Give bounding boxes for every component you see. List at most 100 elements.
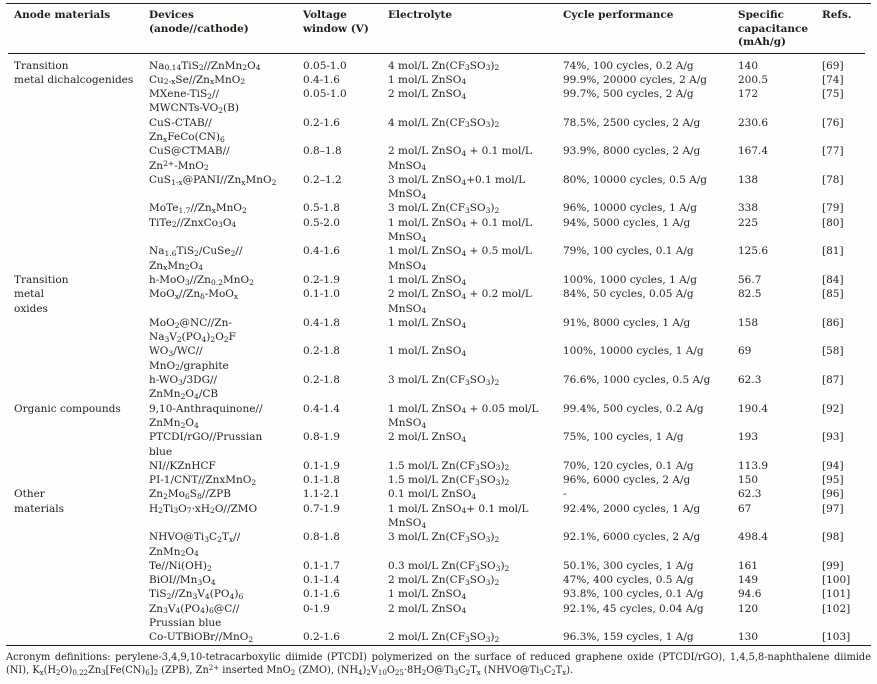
cell-anode bbox=[8, 602, 143, 631]
cell-electrolyte: 1 mol/L ZnSO4 bbox=[388, 345, 467, 359]
cell-cycle: 94%, 5000 cycles, 1 A/g bbox=[563, 216, 691, 229]
cell-anode bbox=[8, 559, 143, 573]
cell-capacitance: 150 bbox=[738, 474, 759, 487]
cell-device: Zn3V4(PO4)6@C//Prussian blue bbox=[149, 602, 240, 630]
cell-ref: [102] bbox=[822, 602, 851, 615]
cell-cycle: 96.3%, 159 cycles, 1 A/g bbox=[563, 631, 694, 644]
cell-electrolyte: 4 mol/L Zn(CF3SO3)2 bbox=[388, 59, 500, 73]
cell-anode: Transition bbox=[14, 59, 69, 72]
cell-electrolyte: 0.1 mol/L ZnSO4 bbox=[388, 488, 477, 502]
cell-capacitance: 230.6 bbox=[738, 116, 769, 129]
cell-anode bbox=[8, 201, 143, 215]
cell-cycle: 96%, 10000 cycles, 1 A/g bbox=[563, 202, 697, 215]
cell-electrolyte: 1 mol/L ZnSO4 bbox=[388, 273, 467, 287]
cell-ref: [69] bbox=[822, 59, 844, 72]
cell-voltage: 0.1-1.6 bbox=[303, 588, 340, 601]
cell-anode bbox=[8, 316, 143, 345]
cell-voltage: 0.4-1.4 bbox=[303, 402, 340, 415]
table-row: CuS-CTAB//ZnxFeCo(CN)6 0.2-1.6 4 mol/L Zn(… bbox=[8, 116, 865, 145]
cell-device: Cu2-xSe//ZnxMnO2 bbox=[149, 73, 246, 87]
cell-ref: [98] bbox=[822, 531, 844, 544]
cell-device: BiOI//Mn3O4 bbox=[149, 574, 216, 587]
cell-cycle: 76.6%, 1000 cycles, 0.5 A/g bbox=[563, 374, 711, 387]
cell-device: h-WO3/3DG//ZnMn2O4/CB bbox=[149, 374, 219, 401]
cell-ref: [92] bbox=[822, 402, 844, 415]
cell-electrolyte: 1 mol/L ZnSO4 + 0.05 mol/L MnSO4 bbox=[388, 402, 539, 430]
cell-electrolyte: 1 mol/L ZnSO4 bbox=[388, 316, 467, 330]
col-header-cycle: Cycle performance bbox=[557, 4, 732, 54]
cell-voltage: 0.05-1.0 bbox=[303, 88, 347, 101]
col-header-anode: Anode materials bbox=[8, 4, 143, 54]
cell-device: MXene-TiS2//MWCNTs-VO2(B) bbox=[149, 88, 239, 116]
table-row: Transition Na0.14TiS2//ZnMn2O4 0.05-1.0 4 m… bbox=[8, 53, 865, 73]
cell-device: CuS@CTMAB//Zn2+-MnO2 bbox=[149, 145, 230, 173]
cell-device: Zn2Mo6S8//ZPB bbox=[149, 488, 231, 502]
cell-cycle: 93.9%, 8000 cycles, 2 A/g bbox=[563, 145, 701, 158]
cell-electrolyte: 1 mol/L ZnSO4 + 0.5 mol/L MnSO4 bbox=[388, 245, 532, 273]
table-row: metal dichalcogenides Cu2-xSe//ZnxMnO2 0.4… bbox=[8, 73, 865, 87]
cell-ref: [97] bbox=[822, 502, 844, 515]
cell-capacitance: 161 bbox=[738, 559, 759, 572]
cell-capacitance: 94.6 bbox=[738, 588, 762, 601]
cell-cycle: 93.8%, 100 cycles, 0.1 A/g bbox=[563, 588, 704, 601]
cell-capacitance: 120 bbox=[738, 602, 759, 615]
cell-voltage: 0.5-2.0 bbox=[303, 216, 340, 229]
cell-anode bbox=[8, 473, 143, 487]
cell-electrolyte: 1 mol/L ZnSO4 + 0.1 mol/L MnSO4 bbox=[388, 216, 532, 244]
cell-capacitance: 113.9 bbox=[738, 459, 769, 472]
cell-device: 9,10-Anthraquinone//ZnMn2O4 bbox=[149, 402, 263, 430]
cell-electrolyte: 2 mol/L ZnSO4 + 0.2 mol/L MnSO4 bbox=[388, 288, 532, 316]
cell-anode bbox=[8, 587, 143, 601]
cell-ref: [94] bbox=[822, 459, 844, 472]
cell-ref: [81] bbox=[822, 245, 844, 258]
cell-voltage: 0.2-1.8 bbox=[303, 374, 340, 387]
cell-capacitance: 56.7 bbox=[738, 273, 762, 286]
table-row: BiOI//Mn3O4 0.1-1.4 2 mol/L Zn(CF3SO3)2 47%… bbox=[8, 573, 865, 587]
table-row: Te//Ni(OH)2 0.1-1.7 0.3 mol/L Zn(CF3SO3)2 5… bbox=[8, 559, 865, 573]
cell-electrolyte: 2 mol/L ZnSO4 + 0.1 mol/L MnSO4 bbox=[388, 145, 532, 173]
cell-ref: [99] bbox=[822, 559, 844, 572]
table-row: h-WO3/3DG//ZnMn2O4/CB 0.2-1.8 3 mol/L Zn(C… bbox=[8, 373, 865, 402]
cell-voltage: 0.2-1.8 bbox=[303, 345, 340, 358]
cell-ref: [77] bbox=[822, 145, 844, 158]
cell-device: MoTe1.7//ZnxMnO2 bbox=[149, 202, 247, 216]
cell-ref: [93] bbox=[822, 431, 844, 444]
cell-cycle: 96%, 6000 cycles, 2 A/g bbox=[563, 474, 691, 487]
table-row: NHVO@Ti3C2Tx//ZnMn2O4 0.8-1.8 3 mol/L Zn(C… bbox=[8, 530, 865, 559]
cell-ref: [75] bbox=[822, 88, 844, 101]
cell-ref: [95] bbox=[822, 474, 844, 487]
cell-voltage: 0.1-1.7 bbox=[303, 559, 340, 572]
cell-capacitance: 190.4 bbox=[738, 402, 769, 415]
cell-voltage: 0.4-1.6 bbox=[303, 73, 340, 86]
cell-device: h-MoO3//Zn0.2MnO2 bbox=[149, 273, 254, 287]
cell-device: Te//Ni(OH)2 bbox=[149, 559, 212, 573]
table-row: Na1.6TiS2/CuSe2//ZnxMn2O4 0.4-1.6 1 mol/L … bbox=[8, 244, 865, 273]
cell-cycle: 99.7%, 500 cycles, 2 A/g bbox=[563, 88, 694, 101]
table-row: CuS@CTMAB//Zn2+-MnO2 0.8–1.8 2 mol/L ZnSO4… bbox=[8, 144, 865, 173]
table-row: PTCDI/rGO//Prussian blue 0.8-1.9 2 mol/L Zn… bbox=[8, 430, 865, 459]
cell-device: H2Ti3O7·xH2O//ZMO bbox=[149, 502, 258, 516]
cell-voltage: 0.1-1.0 bbox=[303, 288, 340, 301]
cell-ref: [85] bbox=[822, 288, 844, 301]
cell-device: Co-UTBiOBr//MnO2 bbox=[149, 631, 254, 645]
cell-device: MoO2@NC//Zn- Na3V2(PO4)2O2F bbox=[149, 316, 236, 344]
cell-anode: Other bbox=[14, 488, 45, 501]
cell-capacitance: 498.4 bbox=[738, 531, 769, 544]
cell-capacitance: 62.3 bbox=[738, 374, 762, 387]
cell-capacitance: 82.5 bbox=[738, 288, 762, 301]
table-row: Organic compounds 9,10-Anthraquinone//ZnM… bbox=[8, 402, 865, 431]
cell-capacitance: 167.4 bbox=[738, 145, 769, 158]
cell-voltage: 0.2-1.6 bbox=[303, 116, 340, 129]
cell-device: NI//KZnHCF bbox=[149, 459, 216, 472]
cell-device: Na1.6TiS2/CuSe2//ZnxMn2O4 bbox=[149, 245, 243, 273]
cell-voltage: 0-1.9 bbox=[303, 602, 330, 615]
table-row: WO3/WC//MnO2/graphite 0.2-1.8 1 mol/L ZnSO… bbox=[8, 344, 865, 373]
cell-device: TiTe2//ZnxCo3O4 bbox=[149, 216, 237, 230]
cell-electrolyte: 3 mol/L Zn(CF3SO3)2 bbox=[388, 531, 500, 544]
cell-cycle: 92.1%, 45 cycles, 0.04 A/g bbox=[563, 602, 704, 615]
cell-cycle: 80%, 10000 cycles, 0.5 A/g bbox=[563, 173, 707, 186]
col-header-device: Devices (anode//cathode) bbox=[143, 4, 297, 54]
cell-capacitance: 69 bbox=[738, 345, 752, 358]
table-row: Other Zn2Mo6S8//ZPB 1.1-2.1 0.1 mol/L ZnSO4… bbox=[8, 487, 865, 501]
cell-capacitance: 67 bbox=[738, 502, 752, 515]
